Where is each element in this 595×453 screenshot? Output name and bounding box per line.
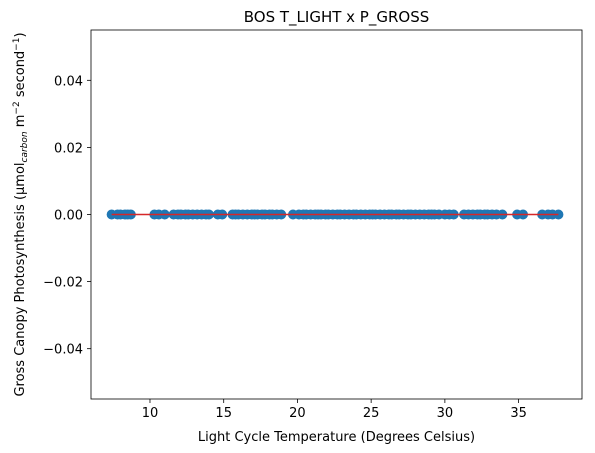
- y-axis-title-end: ): [13, 32, 28, 37]
- y-axis-title-sup1: −2: [12, 101, 22, 114]
- x-tick-label: 30: [437, 406, 454, 421]
- y-axis-title-main: Gross Canopy Photosynthesis (µmol: [13, 162, 28, 396]
- y-axis-ticks: 0.04 0.02 0.00 −0.02 −0.04: [43, 74, 91, 358]
- x-tick-label: 10: [142, 406, 159, 421]
- points-layer: [106, 209, 564, 220]
- x-tick-label: 25: [363, 406, 380, 421]
- y-tick-label: 0.00: [54, 209, 83, 224]
- y-tick-label: 0.02: [54, 141, 83, 156]
- x-axis-ticks: 10 15 20 25 30 35: [142, 399, 527, 421]
- y-tick-label: −0.04: [43, 343, 83, 358]
- y-axis-title-mid2: second: [13, 51, 28, 102]
- x-tick-label: 20: [289, 406, 306, 421]
- y-axis-title-sup2: −1: [12, 38, 22, 51]
- y-tick-label: −0.02: [43, 276, 83, 291]
- y-axis-title-sub: carbon: [20, 131, 30, 162]
- y-axis-title: Gross Canopy Photosynthesis (µmolcarbon …: [12, 32, 30, 396]
- x-tick-label: 15: [215, 406, 232, 421]
- y-axis-title-mid: m: [13, 115, 28, 132]
- x-tick-label: 35: [510, 406, 527, 421]
- chart-title: BOS T_LIGHT x P_GROSS: [244, 8, 430, 27]
- y-tick-label: 0.04: [54, 74, 83, 89]
- x-axis-title: Light Cycle Temperature (Degrees Celsius…: [198, 430, 475, 445]
